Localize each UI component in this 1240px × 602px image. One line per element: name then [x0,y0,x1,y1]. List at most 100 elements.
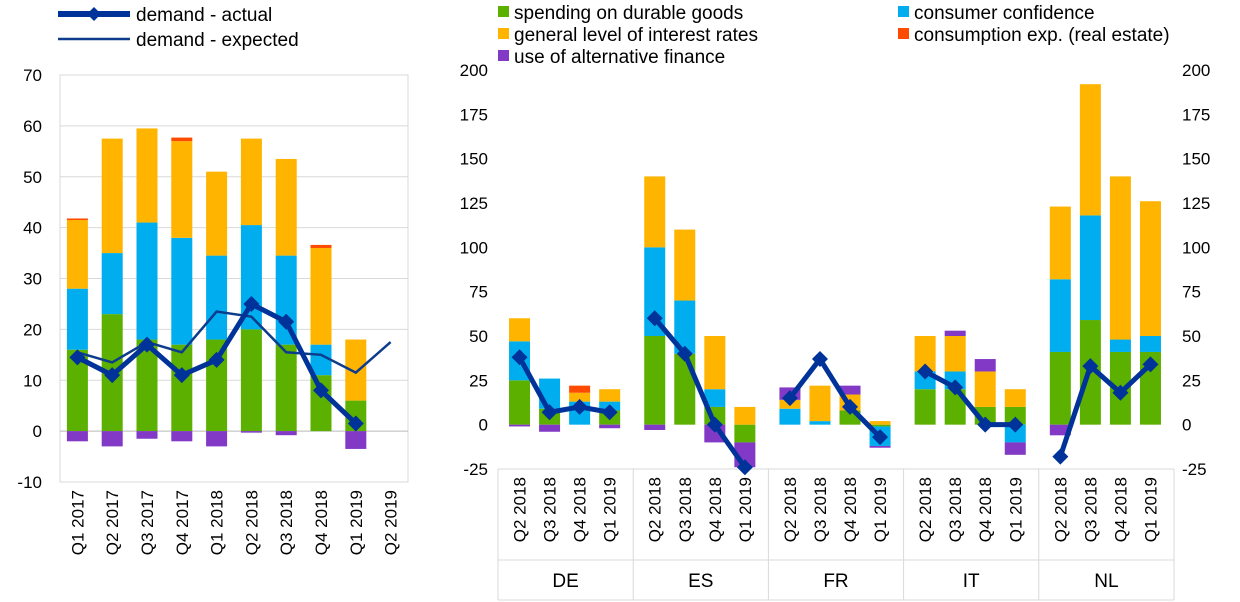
y-tick-label: 20 [23,320,42,339]
bar-durable-FR-Q1-2019 [869,424,891,427]
x-tick-label: Q2 2018 [916,477,935,542]
x-tick-label: Q3 2018 [541,477,560,542]
y-tick-label-left: 100 [460,238,488,257]
x-tick-label: Q1 2019 [1006,477,1025,542]
x-tick-label: Q3 2018 [1081,477,1100,542]
group-label-DE: DE [552,571,578,592]
marker-demand-actual [313,382,329,399]
marker-demand-actual [139,336,155,353]
bar-interest-IT-Q2-2018 [914,336,936,372]
marker-demand-actual [646,310,663,327]
bar-interest-Q3-2017 [136,128,158,223]
legend-label-expected: demand - expected [136,30,299,51]
bar-real_estate-Q4-2018 [310,244,332,248]
bar-confidence-Q4-2017 [171,237,193,345]
marker-demand-actual [1007,416,1024,433]
x-tick-label: Q2 2018 [511,477,530,542]
marker-demand-actual [676,345,693,362]
marker-demand-actual [811,351,828,368]
bar-interest-IT-Q3-2018 [944,336,966,372]
marker-demand-actual [278,313,295,330]
y-tick-label: 0 [33,422,42,441]
x-tick-label: Q1 2018 [208,490,227,555]
marker-demand-actual [601,404,618,421]
legend-swatch-alt_finance [498,50,509,61]
legend-label-confidence: consumer confidence [914,3,1095,24]
group-label-IT: IT [963,571,980,592]
marker-demand-actual [541,404,558,421]
y-tick-label-left: 25 [469,371,488,390]
line-demand-actual-ES [652,316,747,469]
marker-demand-actual [977,416,994,433]
marker-demand-actual [917,363,934,380]
y-tick-label: 60 [23,117,42,136]
chart-euro-area-demand: -10 0 10 20 30 40 50 60 70 Q1 2017 Q2 2017 Q3 2017 Q… [17,66,409,555]
marker-demand-actual [1052,448,1069,465]
bar-interest-Q4-2017 [171,141,193,238]
y-tick-label: -10 [17,473,42,492]
bar-durable-NL-Q2-2018 [1049,351,1071,425]
bar-interest-Q4-2018 [310,247,332,345]
x-tick-label: Q1 2019 [1141,477,1160,542]
marker-demand-actual [781,390,798,407]
legend-left: demand - actual demand - expected [58,5,299,51]
bar-alt_finance-Q1-2018 [206,431,228,447]
bar-confidence-NL-Q1-2019 [1139,336,1161,352]
y-tick-label: 10 [23,371,42,390]
bar-alt_finance-DE-Q2-2018 [509,424,531,427]
bar-interest-Q2-2018 [240,138,262,226]
bar-alt_finance-Q1-2019 [345,431,367,449]
bar-real_estate-Q1-2017 [66,218,88,220]
bar-confidence-NL-Q3-2018 [1079,215,1101,321]
legend-marker-actual [87,7,101,21]
bar-confidence-FR-Q3-2018 [809,421,831,425]
x-tick-label: Q3 2018 [277,490,296,555]
group-label-ES: ES [688,571,713,592]
bar-confidence-NL-Q4-2018 [1109,339,1131,352]
x-tick-label: Q4 2018 [571,477,590,542]
bar-interest-IT-Q4-2018 [974,371,996,407]
line-demand-actual-NL [1057,362,1153,458]
bar-interest-ES-Q1-2019 [734,406,756,425]
x-tick-label: Q4 2018 [1111,477,1130,542]
y-tick-label-right: 50 [1182,327,1201,346]
y-tick-label: 50 [23,168,42,187]
bar-interest-NL-Q2-2018 [1049,206,1071,280]
bar-alt_finance-Q2-2018 [240,431,262,433]
x-tick-label: Q1 2017 [68,490,87,555]
bar-interest-FR-Q1-2019 [869,421,891,425]
y-tick-label-left: 75 [469,283,488,302]
y-tick-label: 70 [23,66,42,85]
bar-durable-Q3-2018 [275,344,297,432]
bar-interest-Q1-2017 [66,219,88,289]
x-tick-label: Q1 2019 [871,477,890,542]
bar-durable-Q1-2017 [66,349,88,432]
x-tick-label: Q2 2018 [242,490,261,555]
bar-interest-FR-Q3-2018 [809,385,831,422]
legend-label-interest: general level of interest rates [514,25,758,46]
legend-right: spending on durable goods consumer confid… [498,3,1170,68]
bar-alt_finance-IT-Q1-2019 [1004,442,1026,455]
x-tick-label: Q4 2018 [841,477,860,542]
bar-confidence-ES-Q3-2018 [674,300,696,354]
y-tick-label-right: 175 [1182,105,1210,124]
bar-alt_finance-IT-Q4-2018 [974,359,996,372]
bar-alt_finance-NL-Q2-2018 [1049,424,1071,436]
marker-demand-actual [706,416,723,433]
bar-durable-ES-Q2-2018 [644,336,666,425]
bar-interest-NL-Q1-2019 [1139,201,1161,336]
y-tick-label-right: 0 [1182,416,1191,435]
bar-durable-IT-Q1-2019 [1004,406,1026,425]
bar-durable-Q4-2017 [171,344,193,432]
bar-alt_finance-Q1-2017 [66,431,88,442]
bar-durable-ES-Q1-2019 [734,424,756,443]
marker-demand-actual [173,367,190,384]
line-demand-actual-FR [787,356,882,439]
bar-interest-DE-Q2-2018 [509,318,531,342]
bar-confidence-FR-Q2-2018 [779,408,801,425]
marker-demand-actual [842,398,859,415]
bar-confidence-IT-Q1-2019 [1004,424,1026,443]
y-tick-label: 30 [23,270,42,289]
bar-alt_finance-Q2-2017 [101,431,123,447]
